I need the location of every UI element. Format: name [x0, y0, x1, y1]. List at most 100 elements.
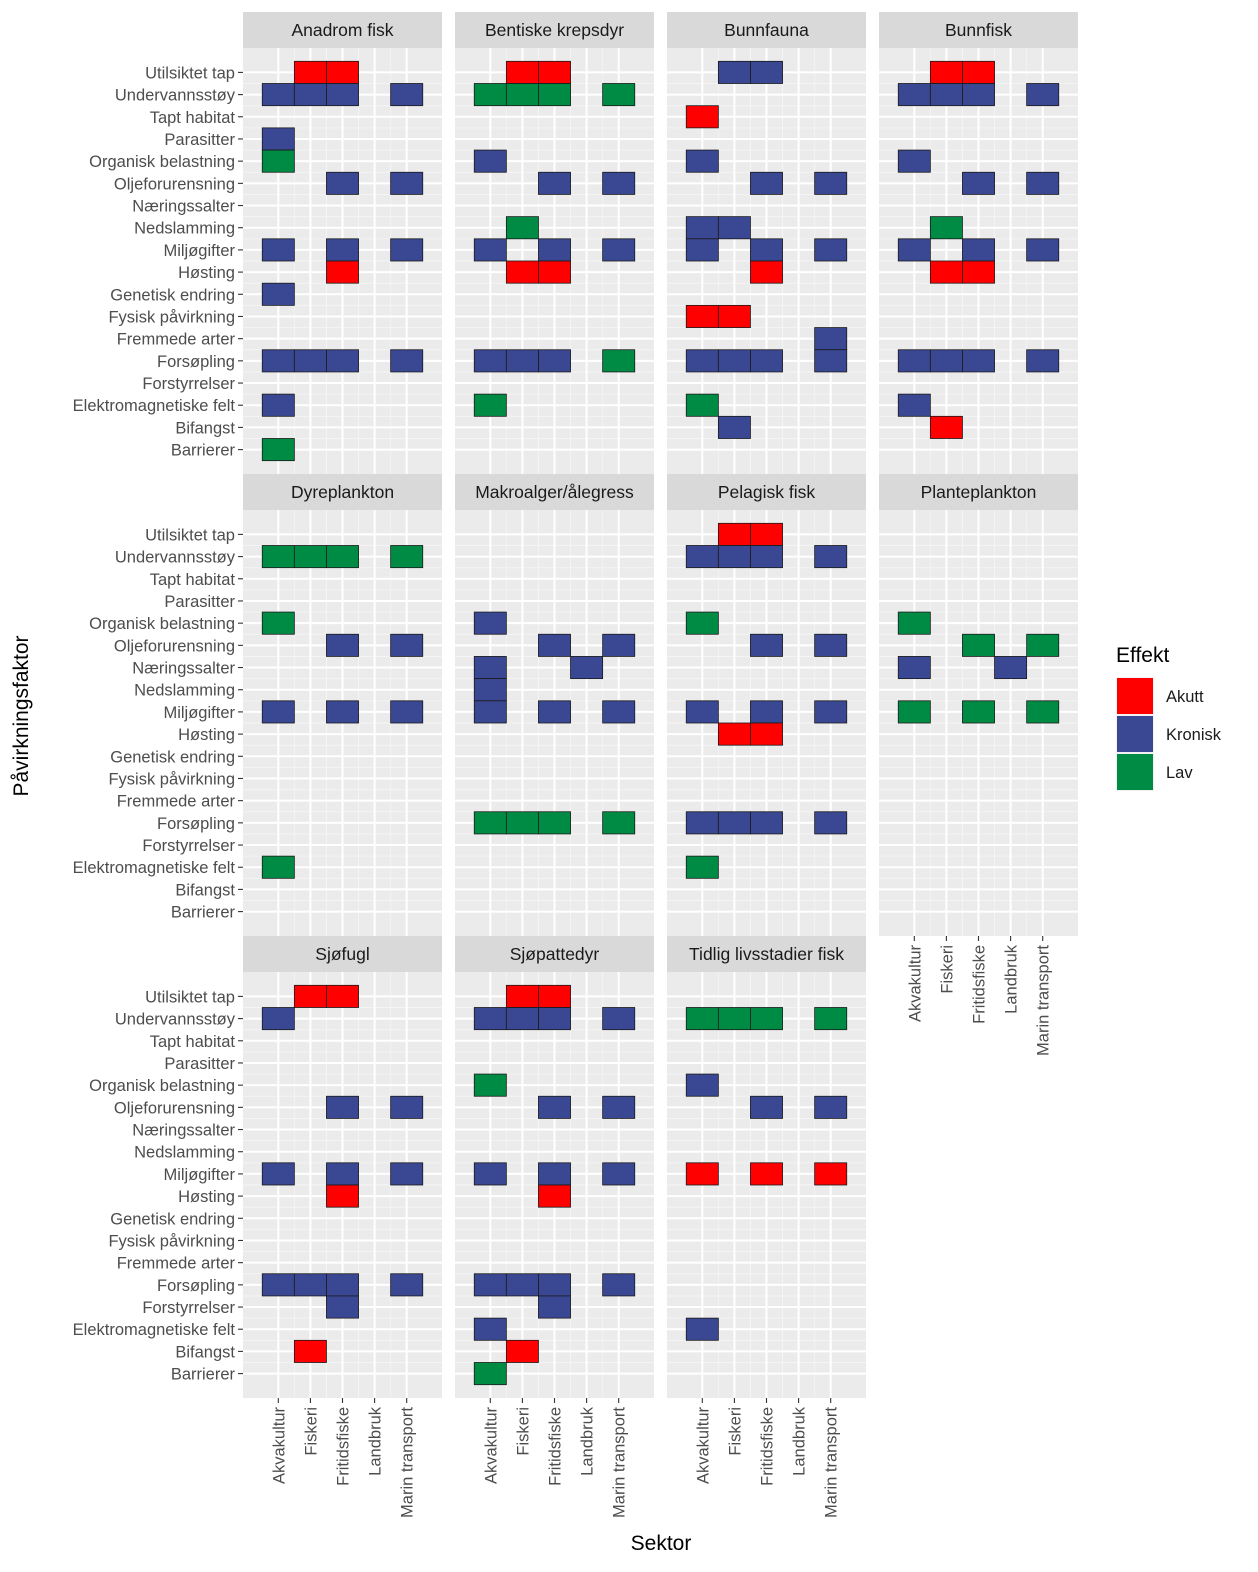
- heatmap-tile: [717, 545, 751, 569]
- heatmap-tile: [261, 149, 295, 173]
- legend-label: Akutt: [1166, 688, 1204, 706]
- heatmap-tile: [602, 171, 636, 195]
- y-tick-label: Bifangst: [175, 1343, 235, 1361]
- legend-label: Lav: [1166, 764, 1193, 782]
- heatmap-tile: [685, 216, 719, 240]
- y-tick-label: Barrierer: [171, 904, 236, 922]
- heatmap-tile: [685, 105, 719, 129]
- heatmap-tile: [602, 1162, 636, 1186]
- heatmap-tile: [538, 60, 571, 84]
- heatmap-tile: [717, 216, 751, 240]
- heatmap-tile: [505, 1339, 539, 1363]
- x-tick-label: Akvakultur: [694, 1406, 712, 1484]
- heatmap-tile: [538, 1295, 571, 1319]
- heatmap-tile: [962, 633, 995, 657]
- heatmap-tile: [261, 127, 295, 151]
- heatmap-tile: [473, 611, 507, 635]
- heatmap-tile: [538, 260, 571, 284]
- legend-swatch: [1117, 678, 1153, 714]
- heatmap-tile: [685, 1162, 719, 1186]
- heatmap-tile: [505, 60, 539, 84]
- heatmap-tile: [505, 83, 539, 107]
- heatmap-tile: [261, 611, 295, 635]
- heatmap-tile: [750, 700, 783, 724]
- y-tick-label: Forsøpling: [157, 353, 235, 371]
- heatmap-tile: [750, 811, 783, 835]
- heatmap-tile: [390, 1095, 424, 1119]
- heatmap-tile: [326, 60, 359, 84]
- heatmap-tile: [814, 633, 848, 657]
- x-tick-label: Fiskeri: [302, 1407, 320, 1456]
- x-tick-label: Akvakultur: [906, 944, 924, 1022]
- y-tick-label: Miljøgifter: [163, 704, 235, 722]
- heatmap-tile: [261, 855, 295, 879]
- heatmap-tile: [602, 83, 636, 107]
- heatmap-tile: [685, 1073, 719, 1097]
- heatmap-tile: [390, 1273, 424, 1297]
- heatmap-tile: [962, 349, 995, 373]
- y-tick-label: Fremmede arter: [117, 1255, 236, 1273]
- heatmap-tile: [685, 393, 719, 417]
- panel-strip: [243, 936, 442, 972]
- heatmap-tile: [261, 1273, 295, 1297]
- panel-pelagisk-fisk: Pelagisk fisk: [667, 474, 866, 936]
- heatmap-tile: [897, 83, 931, 107]
- heatmap-tile: [685, 811, 719, 835]
- heatmap-tile: [685, 304, 719, 328]
- heatmap-tile: [261, 393, 295, 417]
- panel-title: Tidlig livsstadier fisk: [689, 944, 844, 964]
- heatmap-tile: [505, 349, 539, 373]
- heatmap-tile: [814, 238, 848, 262]
- y-tick-label: Oljeforurensning: [114, 175, 235, 193]
- heatmap-tile: [814, 1162, 848, 1186]
- y-tick-label: Genetisk endring: [110, 1210, 235, 1228]
- x-tick-label: Marin transport: [611, 1407, 629, 1518]
- heatmap-tile: [261, 1162, 295, 1186]
- heatmap-tile: [602, 1273, 636, 1297]
- panel-title: Bunnfisk: [945, 20, 1012, 40]
- heatmap-tile: [473, 349, 507, 373]
- heatmap-tile: [897, 393, 931, 417]
- panel-title: Bentiske krepsdyr: [485, 20, 624, 40]
- heatmap-tile: [326, 700, 359, 724]
- y-tick-label: Forstyrrelser: [142, 375, 235, 393]
- y-tick-label: Næringssalter: [132, 660, 235, 678]
- heatmap-tile: [538, 171, 571, 195]
- heatmap-tile: [602, 811, 636, 835]
- heatmap-tile: [538, 83, 571, 107]
- y-tick-label: Næringssalter: [132, 1122, 235, 1140]
- legend-swatch: [1117, 754, 1153, 790]
- y-tick-label: Elektromagnetiske felt: [73, 859, 236, 877]
- panel-sjopattedyr: Sjøpattedyr Akvakultur Fiskeri Fritidsfiske…: [455, 936, 654, 1518]
- y-tick-label: Elektromagnetiske felt: [73, 397, 236, 415]
- y-tick-label: Miljøgifter: [163, 1166, 235, 1184]
- heatmap-tile: [717, 60, 751, 84]
- y-tick-label: Undervannsstøy: [115, 87, 236, 105]
- heatmap-tile: [717, 811, 751, 835]
- heatmap-tile: [685, 855, 719, 879]
- y-tick-label: Utilsiktet tap: [145, 64, 235, 82]
- x-tick-label: Landbruk: [579, 1406, 597, 1476]
- y-tick-label: Undervannsstøy: [115, 1011, 236, 1029]
- heatmap-tile: [261, 349, 295, 373]
- heatmap-tile: [473, 1073, 507, 1097]
- heatmap-tile: [1026, 171, 1060, 195]
- x-axis-title: Sektor: [631, 1532, 692, 1555]
- panel-strip: [667, 12, 866, 48]
- y-tick-label: Næringssalter: [132, 198, 235, 216]
- heatmap-tile: [897, 149, 931, 173]
- heatmap-tile: [505, 1007, 539, 1031]
- heatmap-tile: [929, 216, 963, 240]
- heatmap-tile: [473, 811, 507, 835]
- heatmap-tile: [814, 327, 848, 351]
- heatmap-tile: [261, 438, 295, 462]
- heatmap-tile: [814, 349, 848, 373]
- heatmap-tile: [750, 60, 783, 84]
- heatmap-tile: [473, 238, 507, 262]
- heatmap-tile: [750, 1095, 783, 1119]
- heatmap-tile: [897, 349, 931, 373]
- heatmap-tile: [473, 700, 507, 724]
- heatmap-tile: [293, 60, 327, 84]
- x-tick-label: Fiskeri: [514, 1407, 532, 1456]
- heatmap-tile: [929, 349, 963, 373]
